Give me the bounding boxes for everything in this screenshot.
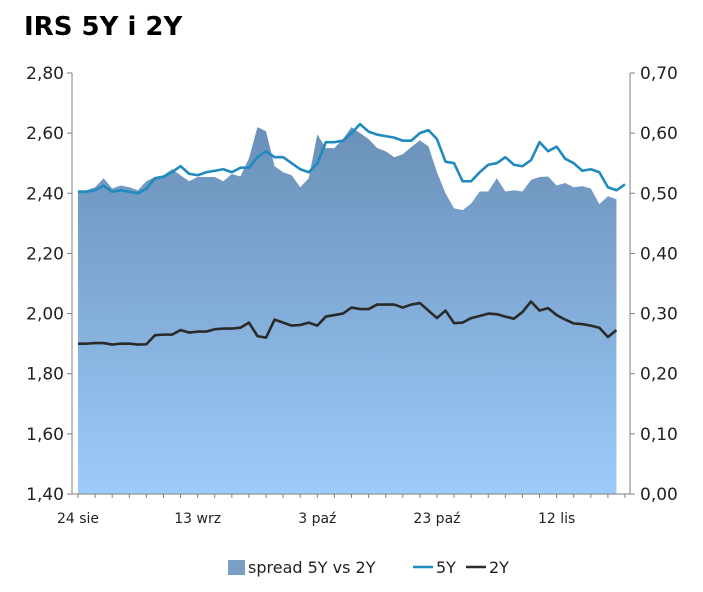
series-5y-line	[78, 122, 626, 195]
left-axis-tick-label: 1,80	[26, 365, 64, 385]
series-2y-line	[78, 300, 618, 346]
right-axis-tick-label: 0,50	[640, 184, 678, 204]
left-axis-tick-label: 1,60	[26, 425, 64, 445]
left-axis-tick-label: 2,40	[26, 184, 64, 204]
legend-label-5y: 5Y	[436, 558, 456, 577]
right-axis-tick-label: 0,20	[640, 365, 678, 385]
legend: spread 5Y vs 2Y 5Y 2Y	[228, 558, 509, 577]
x-axis-tick-label: 23 paź	[413, 511, 460, 527]
right-axis-tick-label: 0,40	[640, 244, 678, 264]
chart-title: IRS 5Y i 2Y	[24, 12, 183, 42]
right-axis-tick-label: 0,10	[640, 425, 678, 445]
left-axis-tick-label: 1,40	[26, 485, 64, 505]
left-axis-tick-label: 2,60	[26, 124, 64, 144]
left-axis-tick-label: 2,80	[26, 64, 64, 84]
plot-fill-layer	[78, 127, 617, 494]
x-axis-tick-label: 13 wrz	[174, 511, 221, 527]
left-axis-tick-label: 2,20	[26, 244, 64, 264]
right-axis-tick-label: 0,60	[640, 124, 678, 144]
left-axis-tick-label: 2,00	[26, 305, 64, 325]
x-axis-tick-label: 3 paź	[298, 511, 336, 527]
axes-layer: 1,40 1,60 1,80 2,00 2,20 2,40 2,60 2,80 0,00 0,10…	[26, 64, 678, 527]
right-axis-tick-label: 0,70	[640, 64, 678, 84]
x-axis-tick-label: 24 sie	[57, 511, 99, 527]
x-axis-tick-label: 12 lis	[538, 511, 575, 527]
legend-label-2y: 2Y	[489, 558, 509, 577]
legend-label-spread: spread 5Y vs 2Y	[248, 558, 376, 577]
series-lines-layer	[78, 122, 626, 346]
right-axis-tick-label: 0,00	[640, 485, 678, 505]
legend-swatch-spread	[228, 560, 245, 575]
right-axis-tick-label: 0,30	[640, 305, 678, 325]
